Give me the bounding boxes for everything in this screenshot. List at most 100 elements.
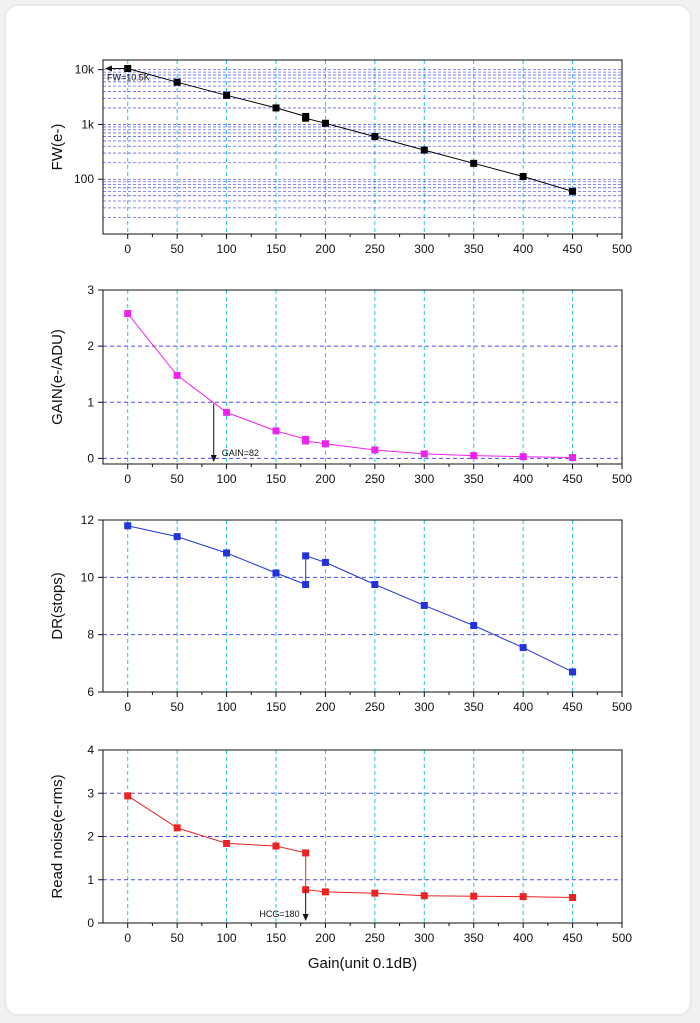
- data-point: [519, 893, 527, 901]
- x-tick-label: 300: [414, 700, 434, 714]
- data-point: [223, 549, 231, 557]
- x-tick-label: 100: [217, 472, 237, 486]
- data-point: [519, 644, 527, 652]
- x-tick-label: 500: [612, 700, 632, 714]
- data-point: [173, 371, 181, 379]
- x-axis-label: Gain(unit 0.1dB): [308, 955, 417, 972]
- data-point: [519, 453, 527, 461]
- x-tick-label: 450: [563, 931, 583, 945]
- data-point: [321, 888, 329, 896]
- x-tick-label: 0: [124, 931, 131, 945]
- x-tick-label: 50: [170, 931, 184, 945]
- y-tick-label: 1: [87, 395, 94, 409]
- data-point: [569, 668, 577, 676]
- x-tick-label: 250: [365, 472, 385, 486]
- x-tick-label: 100: [217, 931, 237, 945]
- x-tick-label: 500: [612, 931, 632, 945]
- series-line: [127, 525, 573, 673]
- x-tick-label: 500: [612, 472, 632, 486]
- data-point: [470, 621, 478, 629]
- y-tick-label: 10: [81, 570, 95, 584]
- x-tick-label: 0: [124, 700, 131, 714]
- x-tick-label: 400: [513, 931, 533, 945]
- x-tick-label: 100: [217, 242, 237, 256]
- data-point: [371, 133, 379, 141]
- x-tick-label: 0: [124, 242, 131, 256]
- y-tick-label: 100: [74, 172, 94, 186]
- x-tick-label: 400: [513, 242, 533, 256]
- data-point: [420, 146, 428, 154]
- data-point: [173, 824, 181, 832]
- y-axis-label: GAIN(e-/ADU): [49, 329, 66, 425]
- x-tick-label: 350: [464, 242, 484, 256]
- data-point: [302, 114, 310, 122]
- data-point: [321, 119, 329, 127]
- x-tick-label: 50: [170, 242, 184, 256]
- data-point: [223, 408, 231, 416]
- x-tick-label: 250: [365, 242, 385, 256]
- data-point: [173, 533, 181, 541]
- data-point: [519, 173, 527, 181]
- data-point: [420, 601, 428, 609]
- x-tick-label: 350: [464, 931, 484, 945]
- data-point: [124, 522, 132, 530]
- y-axis-label: DR(stops): [49, 572, 66, 640]
- data-point: [371, 889, 379, 897]
- annotation-label: HCG=180: [259, 909, 299, 919]
- annotation-label: FW=10.5K: [107, 72, 150, 82]
- data-point: [272, 569, 280, 577]
- x-tick-label: 200: [315, 700, 335, 714]
- data-point: [420, 892, 428, 900]
- x-tick-label: 150: [266, 931, 286, 945]
- chart-panel-4: 0 50 100 150 200 250 300 350 400 450 500 0 1 2 3 4 Read …: [49, 743, 632, 972]
- x-tick-label: 150: [266, 700, 286, 714]
- y-tick-label: 10k: [75, 63, 95, 77]
- data-point: [272, 842, 280, 850]
- x-tick-label: 150: [266, 472, 286, 486]
- annotation-label: GAIN=82: [222, 448, 259, 458]
- x-tick-label: 150: [266, 242, 286, 256]
- y-tick-label: 1: [87, 873, 94, 887]
- y-tick-label: 0: [87, 916, 94, 930]
- y-tick-label: 2: [87, 830, 94, 844]
- data-point: [124, 310, 132, 318]
- plot-frame: [102, 519, 623, 693]
- plot-frame: [102, 289, 623, 465]
- data-point: [420, 450, 428, 458]
- data-point: [470, 159, 478, 167]
- data-point: [302, 552, 310, 560]
- data-point: [302, 849, 310, 857]
- series-line: [127, 795, 573, 898]
- data-point: [321, 558, 329, 566]
- data-point: [223, 91, 231, 99]
- data-point: [569, 893, 577, 901]
- x-tick-label: 300: [414, 472, 434, 486]
- data-point: [569, 187, 577, 195]
- data-point: [124, 792, 132, 800]
- data-point: [302, 581, 310, 588]
- chart-panel-2: 0 50 100 150 200 250 300 350 400 450 500 0 1 2 3 GAIN(e…: [49, 283, 632, 486]
- data-point: [470, 452, 478, 460]
- y-tick-label: 6: [87, 685, 94, 699]
- y-tick-label: 3: [87, 283, 94, 297]
- y-tick-label: 2: [87, 339, 94, 353]
- data-point: [569, 454, 577, 462]
- x-tick-label: 450: [563, 700, 583, 714]
- y-tick-label: 3: [87, 786, 94, 800]
- x-tick-label: 350: [464, 472, 484, 486]
- chart-panel-1: 0 50 100 150 200 250 300 350 400 450 500 100 1k 10k FW…: [49, 59, 632, 256]
- annotation-arrowhead: [302, 914, 309, 921]
- y-tick-label: 8: [87, 628, 94, 642]
- x-tick-label: 400: [513, 700, 533, 714]
- data-point: [272, 427, 280, 435]
- y-tick-label: 1k: [81, 117, 95, 131]
- x-tick-label: 450: [563, 472, 583, 486]
- figure-card: [6, 6, 690, 1014]
- x-tick-label: 200: [315, 472, 335, 486]
- x-tick-label: 100: [217, 700, 237, 714]
- x-tick-label: 500: [612, 242, 632, 256]
- x-tick-label: 50: [170, 472, 184, 486]
- x-tick-label: 450: [563, 242, 583, 256]
- data-point: [272, 104, 280, 112]
